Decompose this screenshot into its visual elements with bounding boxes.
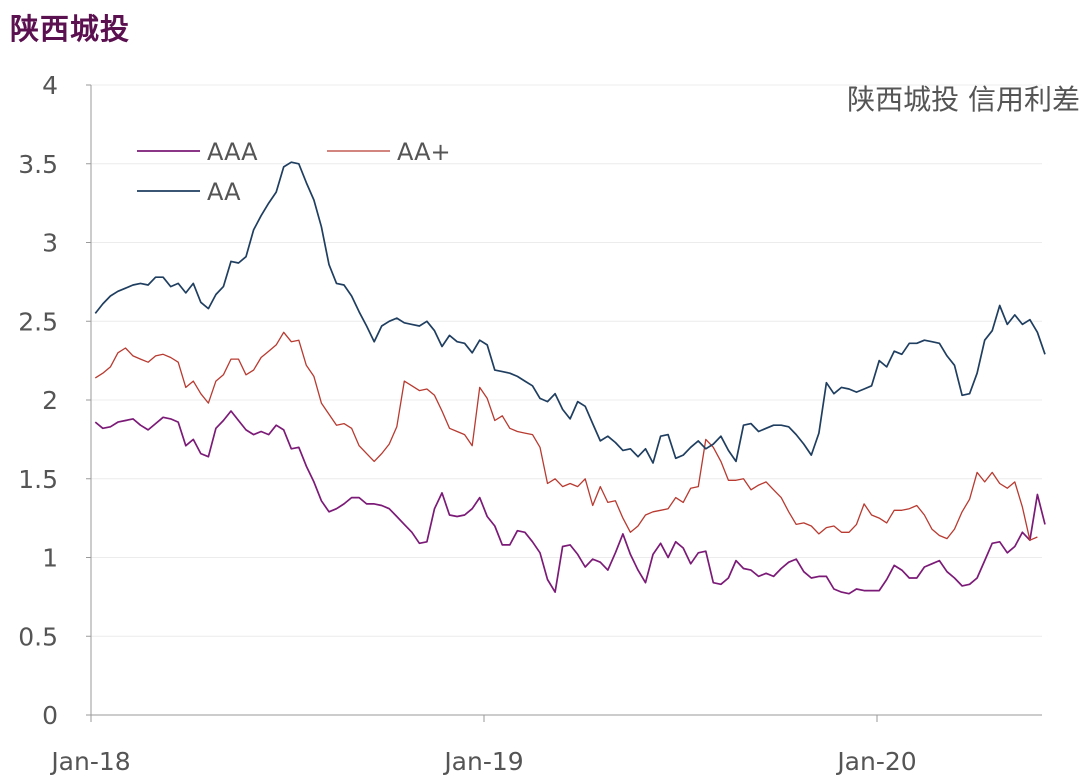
y-tick-label: 4 xyxy=(42,71,58,100)
legend: AAA AA+ AA xyxy=(137,138,451,206)
series-line-aaa xyxy=(94,410,1046,595)
y-tick-label: 0 xyxy=(42,701,58,730)
gridlines xyxy=(91,84,1042,637)
page-title: 陕西城投 xyxy=(10,12,131,46)
y-tick-label: 3 xyxy=(42,229,58,258)
y-tick-label: 2 xyxy=(42,386,58,415)
y-tick-label: 1.5 xyxy=(18,465,58,494)
series-lines xyxy=(94,161,1046,595)
chart-annotation: 陕西城投 信用利差 xyxy=(847,83,1080,116)
x-tick-label: Jan-19 xyxy=(442,747,523,776)
x-tick-label: Jan-18 xyxy=(49,747,130,776)
y-tick-labels: 0 0.5 1 1.5 2 2.5 3 3.5 4 xyxy=(18,71,58,730)
axes xyxy=(86,84,1042,722)
y-tick-label: 2.5 xyxy=(18,307,58,336)
legend-label: AAA xyxy=(207,138,258,166)
y-tick-label: 3.5 xyxy=(18,150,58,179)
series-line-aa-plus xyxy=(94,331,1038,541)
legend-label: AA+ xyxy=(397,138,451,166)
series-line-aa xyxy=(94,161,1046,464)
y-tick-label: 0.5 xyxy=(18,622,58,651)
x-tick-label: Jan-20 xyxy=(835,747,916,776)
y-tick-label: 1 xyxy=(42,544,58,573)
legend-label: AA xyxy=(207,178,241,206)
x-tick-labels: Jan-18 Jan-19 Jan-20 xyxy=(49,747,916,776)
